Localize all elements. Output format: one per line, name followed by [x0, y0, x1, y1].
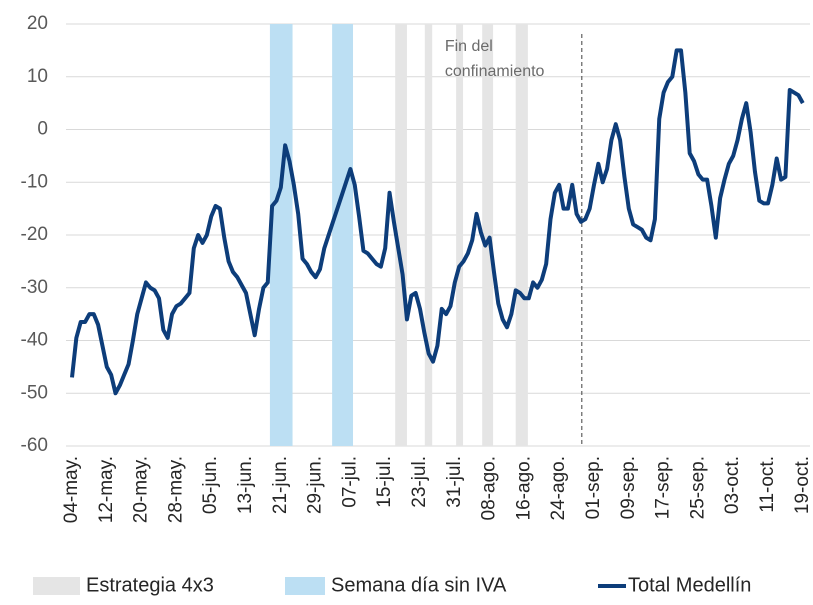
x-tick-label: 28-may. [165, 456, 186, 523]
x-tick-label: 17-sep. [653, 456, 674, 519]
y-tick-label: -40 [21, 330, 48, 351]
x-tick-label: 21-jun. [270, 456, 291, 514]
x-tick-label: 13-jun. [235, 456, 256, 514]
legend-label: Total Medellín [628, 574, 751, 596]
legend-label: Estrategia 4x3 [86, 574, 214, 596]
x-tick-label: 11-oct. [757, 456, 778, 513]
x-tick-label: 29-jun. [305, 456, 326, 514]
legend-swatch [33, 577, 80, 595]
band [269, 24, 293, 446]
y-tick-label: 0 [37, 119, 48, 140]
x-tick-label: 05-jun. [200, 456, 221, 514]
x-tick-label: 09-sep. [618, 456, 639, 519]
x-tick-label: 07-jul. [339, 456, 360, 508]
y-tick-label: -60 [21, 435, 48, 456]
band [515, 24, 528, 446]
annotation-text: Fin del [445, 38, 493, 55]
data-line [70, 48, 805, 396]
x-tick-label: 24-ago. [548, 456, 569, 520]
x-tick-label: 04-may. [61, 456, 82, 523]
y-tick-label: -50 [21, 382, 48, 403]
y-tick-label: 20 [27, 13, 48, 34]
x-tick-label: 12-may. [96, 456, 117, 523]
y-tick-label: 10 [27, 66, 48, 87]
band [424, 24, 433, 446]
x-tick-label: 03-oct. [722, 456, 743, 514]
annotation-text: confinamiento [445, 63, 545, 80]
band [332, 24, 354, 446]
y-tick-label: -10 [21, 171, 48, 192]
x-tick-label: 15-jul. [374, 456, 395, 508]
x-tick-label: 19-oct. [792, 456, 813, 514]
band [482, 24, 494, 446]
legend-label: Semana día sin IVA [331, 574, 507, 596]
x-tick-label: 01-sep. [583, 456, 604, 519]
x-tick-label: 23-jul. [409, 456, 430, 508]
x-tick-label: 16-ago. [513, 456, 534, 520]
x-tick-label: 08-ago. [479, 456, 500, 520]
y-tick-label: -20 [21, 224, 48, 245]
y-tick-label: -30 [21, 277, 48, 298]
x-tick-label: 25-sep. [687, 456, 708, 519]
band [456, 24, 464, 446]
band [395, 24, 407, 446]
x-tick-label: 20-may. [131, 456, 152, 523]
x-tick-label: 31-jul. [444, 456, 465, 508]
legend-swatch [285, 577, 325, 595]
